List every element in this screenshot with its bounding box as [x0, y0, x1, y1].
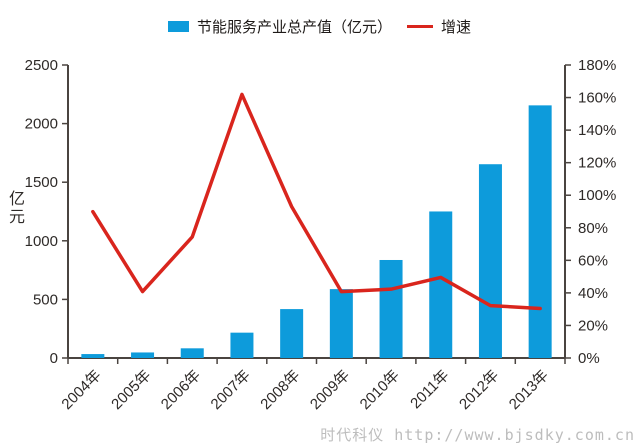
x-tick-label: 2006年	[158, 367, 204, 413]
y-left-tick-label: 1000	[25, 233, 58, 250]
bar-2010年	[379, 259, 403, 358]
bar-2013年	[528, 105, 552, 358]
y-right-tick-label: 20%	[578, 317, 608, 334]
bar-2007年	[230, 332, 254, 358]
y-right-tick-label: 140%	[578, 122, 616, 139]
bar-2004年	[81, 354, 105, 358]
y-right-tick-label: 180%	[578, 57, 616, 74]
y-left-tick-label: 0	[50, 350, 58, 367]
y-right-tick-label: 0%	[578, 350, 600, 367]
bar-2011年	[429, 211, 453, 358]
legend-label-growth-rate: 增速	[441, 19, 472, 36]
bar-2012年	[478, 164, 502, 358]
x-tick-label: 2007年	[208, 367, 254, 413]
y-left-tick-label: 1500	[25, 174, 58, 191]
legend-item-output-value: 节能服务产业总产值（亿元）	[167, 16, 392, 37]
bar-2005年	[131, 352, 155, 358]
y-right-tick-label: 40%	[578, 285, 608, 302]
y-right-tick-label: 120%	[578, 155, 616, 172]
x-tick-label: 2004年	[58, 367, 104, 413]
y-right-tick-label: 60%	[578, 252, 608, 269]
x-tick-label: 2008年	[257, 367, 303, 413]
legend: 节能服务产业总产值（亿元） 增速	[0, 16, 639, 37]
line-swatch-icon	[407, 25, 433, 28]
y-left-tick-label: 2000	[25, 116, 58, 133]
x-tick-label: 2011年	[407, 367, 452, 412]
x-tick-label: 2010年	[357, 367, 403, 413]
bar-swatch-icon	[167, 21, 189, 32]
x-tick-label: 2005年	[108, 367, 154, 413]
y-right-tick-label: 80%	[578, 220, 608, 237]
legend-label-output-value: 节能服务产业总产值（亿元）	[196, 19, 392, 36]
y-axis-title: 亿元	[9, 190, 25, 226]
bar-2006年	[180, 348, 204, 358]
bar-2009年	[329, 289, 353, 358]
legend-item-growth-rate: 增速	[407, 16, 471, 37]
growth-rate-line	[91, 92, 542, 311]
watermark: 时代科仪 http://www.bjsdky.com.cn	[320, 426, 635, 444]
y-left-tick-label: 2500	[25, 57, 58, 74]
x-tick-label: 2013年	[506, 367, 552, 413]
y-left-tick-label: 500	[33, 291, 58, 308]
bar-2008年	[280, 309, 304, 358]
x-tick-label: 2009年	[307, 367, 353, 413]
y-right-tick-label: 100%	[578, 187, 616, 204]
x-tick-label: 2012年	[456, 367, 502, 413]
y-right-tick-label: 160%	[578, 90, 616, 107]
